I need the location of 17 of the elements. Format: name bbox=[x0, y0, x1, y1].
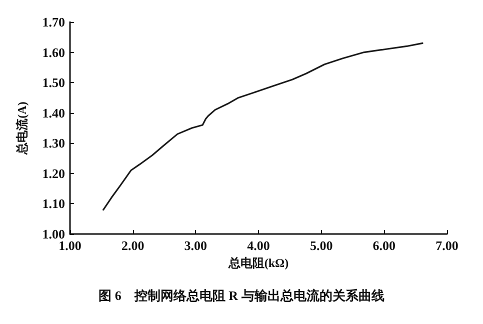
y-tick-label: 1.40 bbox=[42, 105, 65, 120]
x-tick-label: 3.00 bbox=[184, 238, 208, 253]
x-axis-title: 总电阻(kΩ) bbox=[227, 256, 289, 270]
y-tick-label: 1.50 bbox=[42, 75, 65, 90]
x-tick-label: 2.00 bbox=[121, 238, 144, 253]
y-tick-label: 1.70 bbox=[42, 14, 65, 30]
y-tick-label: 1.30 bbox=[42, 136, 65, 151]
x-tick-label: 4.00 bbox=[247, 238, 270, 253]
y-tick-label: 1.10 bbox=[42, 196, 65, 212]
x-tick-label: 7.00 bbox=[436, 238, 458, 253]
y-tick-label: 1.20 bbox=[42, 166, 65, 181]
x-tick-label: 5.00 bbox=[310, 238, 333, 253]
y-tick-label: 1.60 bbox=[42, 44, 65, 60]
x-tick-label: 6.00 bbox=[372, 238, 396, 253]
y-axis-title: 总电流(A) bbox=[15, 102, 29, 156]
line-series bbox=[102, 42, 424, 211]
caption: 图 6 控制网络总电阻 R 与输出总电流的关系曲线 bbox=[98, 288, 384, 303]
